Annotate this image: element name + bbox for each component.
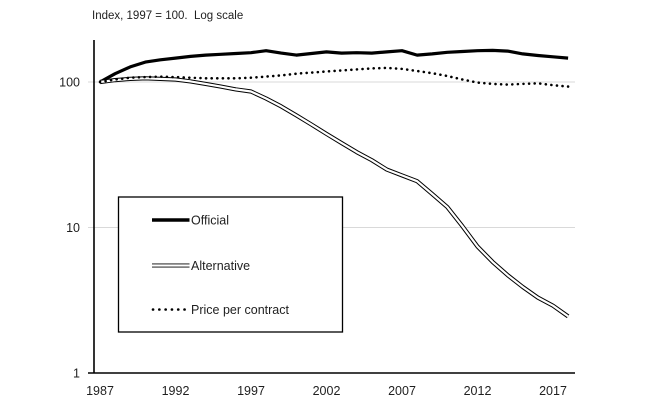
legend-item-official: Official (152, 214, 229, 228)
x-tick-label-1997: 1997 (237, 384, 265, 398)
axes (88, 40, 575, 374)
series-alternative-line-core (99, 77, 569, 318)
x-tick-label-1992: 1992 (162, 384, 190, 398)
chart-title: Index, 1997 = 100. Log scale (92, 10, 243, 22)
series-lines (98, 48, 570, 319)
x-tick-label-2017: 2017 (539, 384, 567, 398)
legend-item-price-per-contract: Price per contract (151, 303, 289, 317)
y-tick-label-10: 10 (66, 221, 80, 235)
y-tick-label-100: 100 (59, 75, 80, 89)
legend-label-official: Official (191, 214, 229, 228)
y-axis-tick-labels: 100 10 1 (59, 75, 80, 380)
x-tick-label-2007: 2007 (388, 384, 416, 398)
x-tick-label-1987: 1987 (86, 384, 114, 398)
series-price-per-contract-line (98, 66, 570, 88)
y-tick-label-1: 1 (73, 366, 80, 380)
legend: Official Alternative Price per contract (117, 196, 344, 333)
x-tick-label-2012: 2012 (464, 384, 492, 398)
x-axis-tick-labels: 1987 1992 1997 2002 2007 2012 2017 (86, 384, 567, 398)
x-tick-label-2002: 2002 (313, 384, 341, 398)
legend-item-alternative: Alternative (152, 259, 250, 273)
series-official-line (99, 48, 569, 84)
legend-label-alternative: Alternative (191, 259, 250, 273)
legend-label-price-per-contract: Price per contract (191, 303, 289, 317)
